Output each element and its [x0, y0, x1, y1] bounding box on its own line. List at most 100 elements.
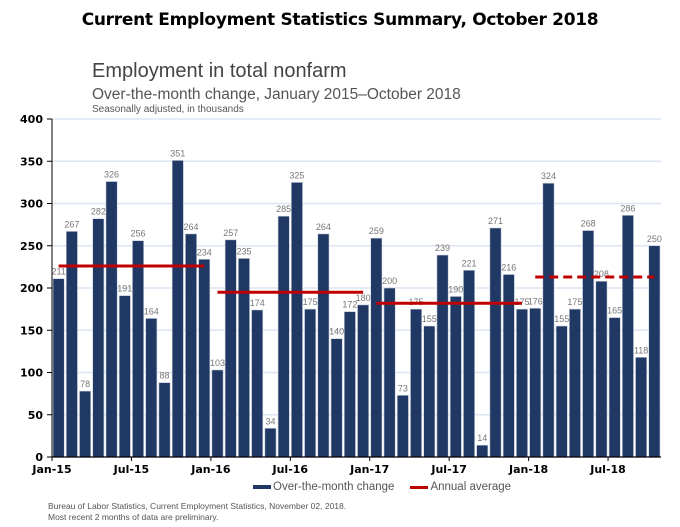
- bar: [463, 269, 475, 458]
- bar-value-label: 175: [303, 297, 318, 307]
- bar: [396, 395, 409, 458]
- x-tick-label: Jan-17: [349, 463, 389, 476]
- bar-value-label: 176: [528, 296, 543, 306]
- bar-value-label: 326: [104, 170, 119, 180]
- bar-value-label: 256: [131, 229, 146, 239]
- bar: [542, 182, 555, 458]
- legend: Over-the-month change Annual average: [253, 481, 511, 493]
- bar-value-label: 180: [356, 293, 371, 303]
- bar-value-label: 239: [435, 243, 450, 253]
- chart-note: Seasonally adjusted, in thousands: [92, 104, 244, 115]
- bar-value-label: 234: [197, 247, 212, 257]
- bar: [79, 390, 92, 458]
- bar: [224, 239, 237, 458]
- bar: [145, 318, 158, 458]
- bar: [383, 287, 396, 458]
- bar-value-label: 14: [477, 433, 487, 443]
- bar: [569, 308, 581, 458]
- y-tick-label: 200: [20, 282, 43, 295]
- bar: [198, 258, 211, 458]
- bar: [291, 182, 303, 458]
- x-tick-label: Jul-18: [589, 463, 626, 476]
- bar: [489, 227, 502, 458]
- bar: [476, 444, 489, 458]
- bar-value-label: 259: [369, 226, 384, 236]
- bar-value-label: 155: [422, 314, 437, 324]
- bar: [595, 280, 608, 458]
- bar-value-label: 155: [554, 314, 569, 324]
- bar-value-label: 78: [80, 379, 90, 389]
- bar: [621, 215, 634, 458]
- bar: [449, 296, 462, 458]
- source-line-2: Most recent 2 months of data are prelimi…: [48, 512, 219, 522]
- bar-value-label: 268: [581, 219, 596, 229]
- bar: [211, 369, 224, 458]
- bar-value-label: 257: [223, 228, 238, 238]
- x-tick-label: Jan-18: [508, 463, 548, 476]
- bar-labels: 211 267 78 282 326 191 256 164 88 351 264 234 103 257…: [51, 148, 661, 443]
- bar: [317, 233, 330, 458]
- bar: [304, 308, 317, 458]
- bar: [330, 338, 343, 458]
- x-tick-label: Jan-16: [190, 463, 231, 476]
- source-line-1: Bureau of Labor Statistics, Current Empl…: [48, 501, 347, 511]
- bar-value-label: 172: [342, 300, 357, 310]
- bar-value-label: 191: [117, 284, 132, 294]
- bar-value-label: 325: [289, 170, 304, 180]
- y-tick-label: 0: [35, 451, 43, 464]
- bar: [132, 240, 144, 458]
- bar: [608, 317, 621, 458]
- bar-swatch-icon: [253, 485, 271, 489]
- bar-value-label: 235: [236, 246, 251, 256]
- bar: [118, 295, 131, 458]
- bar-value-label: 118: [634, 345, 648, 355]
- bar: [238, 258, 250, 458]
- bar-value-label: 165: [607, 306, 622, 316]
- x-tick-label: Jul-17: [430, 463, 467, 476]
- x-tick-label: Jul-16: [272, 463, 309, 476]
- bar-value-label: 282: [91, 207, 106, 217]
- line-swatch-icon: [410, 485, 429, 489]
- y-tick-label: 300: [20, 198, 43, 211]
- bar: [264, 427, 277, 458]
- bar-value-label: 190: [448, 284, 463, 294]
- chart-subtitle: Over-the-month change, January 2015–Octo…: [92, 86, 461, 103]
- legend-item-bars: Over-the-month change: [253, 481, 394, 493]
- bars: [52, 160, 661, 458]
- bar: [92, 218, 105, 458]
- y-tick-label: 150: [20, 324, 43, 337]
- bar-value-label: 250: [647, 234, 662, 244]
- bar: [436, 254, 449, 458]
- bar-value-label: 271: [488, 216, 503, 226]
- bar-value-label: 285: [276, 204, 291, 214]
- bar-value-label: 88: [160, 371, 170, 381]
- bar: [410, 308, 422, 458]
- bar: [251, 309, 264, 458]
- y-tick-label: 350: [20, 155, 43, 168]
- bar-value-label: 200: [382, 276, 397, 286]
- bar-value-label: 174: [250, 298, 265, 308]
- bar-value-label: 286: [620, 203, 635, 213]
- y-tick-label: 250: [20, 240, 43, 253]
- y-tick-label: 50: [28, 409, 44, 422]
- x-tick-label: Jul-15: [113, 463, 150, 476]
- bar: [516, 308, 528, 458]
- y-axis-ticks: 0 50 100 150 200 250 300 350 400: [20, 113, 52, 464]
- bar: [635, 356, 648, 458]
- x-tick-label: Jan-15: [31, 463, 71, 476]
- bar-value-label: 221: [462, 258, 477, 268]
- bar: [52, 278, 65, 458]
- bar: [343, 311, 356, 458]
- bar-value-label: 267: [64, 219, 79, 229]
- bar-value-label: 34: [265, 416, 275, 426]
- bar-value-label: 164: [144, 306, 159, 316]
- legend-label-bars: Over-the-month change: [273, 481, 395, 493]
- bar: [529, 307, 542, 458]
- bar: [158, 382, 171, 458]
- bar: [423, 325, 436, 458]
- bar: [555, 325, 568, 458]
- bar: [370, 237, 383, 458]
- bar-value-label: 103: [210, 358, 225, 368]
- source-note: Bureau of Labor Statistics, Current Empl…: [48, 501, 346, 523]
- bar: [171, 160, 184, 458]
